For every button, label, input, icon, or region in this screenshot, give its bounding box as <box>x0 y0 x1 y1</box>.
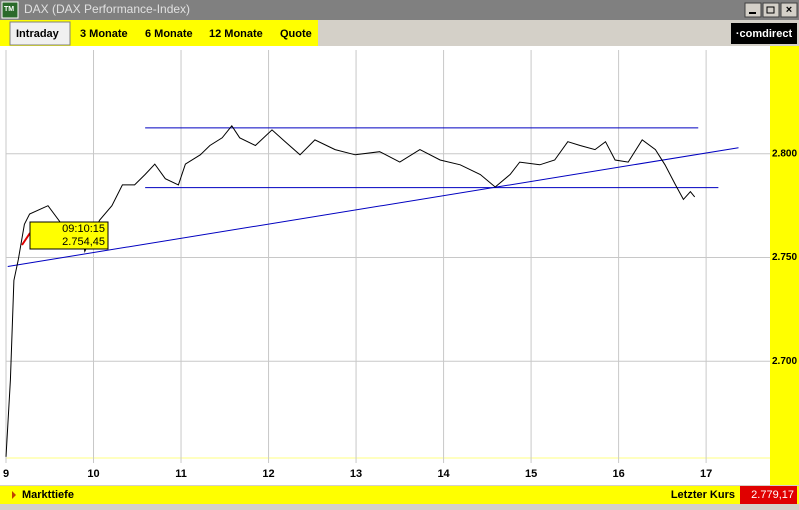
app-icon-text: TM <box>4 6 14 13</box>
x-tick-label: 17 <box>700 468 712 480</box>
restore-button[interactable] <box>762 2 780 18</box>
tab[interactable]: 3 Monate <box>80 28 128 40</box>
x-tick-label: 10 <box>87 468 99 480</box>
logo-box <box>731 23 797 44</box>
trend-line <box>7 147 739 267</box>
close-button[interactable] <box>780 2 798 18</box>
y-tick-label: 2.800 <box>772 148 797 159</box>
tooltip-pointer <box>21 232 31 246</box>
last-price: 2.779,17 <box>751 489 794 501</box>
x-tick-label: 9 <box>3 468 9 480</box>
minimize-button[interactable] <box>744 2 762 18</box>
window-title: DAX (DAX Performance-Index) <box>24 2 190 16</box>
title-bar <box>0 0 799 20</box>
x-tick-label: 14 <box>437 468 450 480</box>
tooltip-box <box>29 221 109 250</box>
last-price-box <box>740 486 797 504</box>
footer-left[interactable]: Markttiefe <box>22 489 74 501</box>
footer-bar <box>0 486 799 504</box>
y-axis-area <box>770 46 799 485</box>
y-tick-label: 2.750 <box>772 252 797 263</box>
tooltip-time: 09:10:15 <box>62 223 105 235</box>
tab[interactable]: Quote <box>280 28 312 40</box>
tab[interactable]: 6 Monate <box>145 28 193 40</box>
close-icon: × <box>786 4 792 16</box>
restore-icon <box>766 6 775 14</box>
chart-area <box>0 46 770 485</box>
x-tick-label: 12 <box>262 468 274 480</box>
app-icon <box>1 1 19 19</box>
x-tick-label: 11 <box>175 468 187 480</box>
last-price-label: Letzter Kurs <box>671 489 735 501</box>
tab-active-bg <box>9 21 71 46</box>
y-tick-label: 2.700 <box>772 356 797 367</box>
window-buttons[interactable]: × <box>744 2 798 18</box>
expand-icon[interactable] <box>12 491 16 499</box>
logo: ·comdirect <box>736 28 793 40</box>
x-tick-label: 16 <box>612 468 624 480</box>
tooltip-price: 2.754,45 <box>62 236 105 248</box>
x-tick-label: 13 <box>350 468 362 480</box>
price-line <box>5 124 696 457</box>
tab[interactable]: Intraday <box>16 28 60 40</box>
tab[interactable]: 12 Monate <box>209 28 263 40</box>
x-tick-label: 15 <box>525 468 537 480</box>
